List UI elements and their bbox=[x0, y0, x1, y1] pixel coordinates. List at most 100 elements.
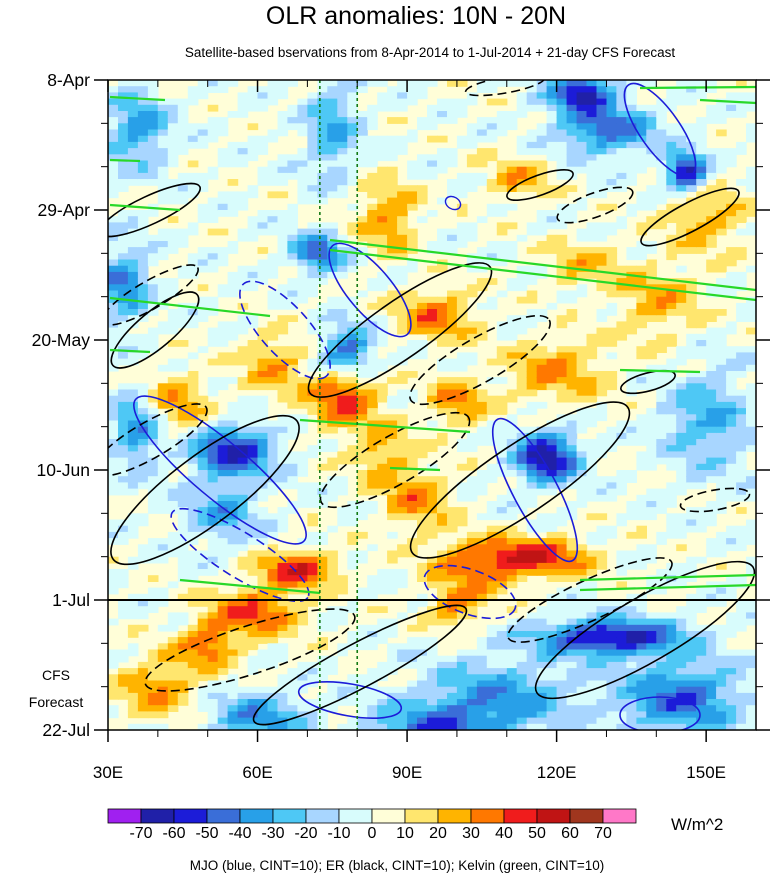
contour-ellipse bbox=[409, 401, 631, 559]
field-cell bbox=[177, 482, 189, 490]
field-cell bbox=[217, 655, 229, 663]
field-cell bbox=[347, 148, 358, 155]
field-cell bbox=[636, 309, 647, 316]
field-cell bbox=[716, 259, 727, 267]
field-cell bbox=[566, 631, 578, 638]
field-cell bbox=[417, 668, 428, 675]
field-cell bbox=[706, 166, 717, 174]
field-cell bbox=[666, 154, 677, 162]
field-cell bbox=[566, 358, 578, 366]
field-cell bbox=[257, 494, 269, 502]
field-cell bbox=[586, 674, 598, 682]
field-cell bbox=[297, 166, 308, 174]
field-cell bbox=[277, 160, 289, 168]
field-cell bbox=[656, 148, 667, 155]
field-cell bbox=[526, 321, 538, 329]
field-cell bbox=[536, 569, 548, 576]
field-cell bbox=[307, 228, 318, 236]
field-cell bbox=[606, 352, 618, 360]
field-cell bbox=[237, 265, 249, 273]
field-cell bbox=[706, 154, 717, 162]
field-cell bbox=[486, 581, 498, 589]
field-cell bbox=[137, 389, 149, 397]
field-cell bbox=[118, 668, 129, 675]
field-cell bbox=[108, 358, 119, 366]
field-cell bbox=[596, 631, 608, 638]
colorbar-swatch bbox=[602, 808, 637, 824]
field-cell bbox=[157, 135, 169, 143]
field-cell bbox=[407, 624, 418, 632]
field-cell bbox=[516, 371, 528, 378]
field-cell bbox=[327, 80, 338, 87]
field-cell bbox=[646, 216, 657, 223]
field-cell bbox=[307, 668, 318, 675]
field-cell bbox=[137, 284, 149, 292]
field-cell bbox=[197, 637, 209, 644]
field-cell bbox=[277, 686, 289, 694]
field-cell bbox=[496, 358, 508, 366]
field-cell bbox=[476, 562, 488, 570]
field-cell bbox=[626, 290, 637, 298]
field-cell bbox=[496, 259, 508, 267]
field-cell bbox=[397, 711, 408, 719]
field-cell bbox=[137, 222, 149, 230]
field-cell bbox=[327, 172, 338, 180]
field-cell bbox=[307, 191, 318, 199]
field-cell bbox=[237, 420, 249, 428]
field-cell bbox=[726, 346, 737, 353]
field-cell bbox=[307, 377, 318, 384]
field-cell bbox=[646, 637, 657, 644]
field-cell bbox=[437, 389, 448, 397]
field-cell bbox=[157, 501, 169, 508]
field-cell bbox=[157, 296, 169, 304]
field-cell bbox=[626, 655, 637, 663]
field-cell bbox=[327, 129, 338, 137]
field-cell bbox=[526, 358, 538, 366]
field-cell bbox=[207, 680, 219, 688]
field-cell bbox=[397, 432, 408, 440]
field-cell bbox=[118, 290, 129, 298]
field-cell bbox=[746, 172, 756, 180]
field-cell bbox=[676, 544, 687, 552]
field-cell bbox=[686, 439, 697, 446]
field-cell bbox=[397, 445, 408, 452]
field-cell bbox=[726, 587, 737, 595]
field-cell bbox=[257, 562, 269, 570]
field-cell bbox=[556, 711, 568, 719]
field-cell bbox=[407, 395, 418, 403]
field-cell bbox=[407, 637, 418, 644]
field-cell bbox=[476, 544, 488, 552]
field-cell bbox=[247, 216, 259, 223]
field-cell bbox=[357, 327, 368, 335]
field-cell bbox=[257, 593, 269, 601]
field-cell bbox=[466, 352, 478, 360]
field-cell bbox=[177, 340, 189, 347]
field-cell bbox=[666, 668, 677, 675]
field-cell bbox=[287, 160, 298, 168]
field-cell bbox=[606, 123, 618, 131]
field-cell bbox=[377, 686, 388, 694]
field-cell bbox=[736, 197, 747, 205]
field-cell bbox=[576, 420, 588, 428]
field-cell bbox=[108, 432, 119, 440]
field-cell bbox=[706, 234, 717, 242]
field-cell bbox=[387, 488, 398, 496]
field-cell bbox=[157, 389, 169, 397]
field-cell bbox=[137, 680, 149, 688]
field-cell bbox=[546, 692, 558, 700]
field-cell bbox=[307, 389, 318, 397]
field-cell bbox=[437, 556, 448, 564]
field-cell bbox=[536, 482, 548, 490]
field-cell bbox=[686, 135, 697, 143]
field-cell bbox=[317, 426, 328, 434]
field-cell bbox=[377, 210, 388, 217]
field-cell bbox=[676, 606, 687, 613]
field-cell bbox=[566, 389, 578, 397]
field-cell bbox=[377, 661, 388, 669]
field-cell bbox=[377, 575, 388, 582]
field-cell bbox=[207, 296, 219, 304]
field-cell bbox=[566, 160, 578, 168]
field-cell bbox=[676, 241, 687, 248]
field-cell bbox=[127, 265, 139, 273]
field-cell bbox=[207, 686, 219, 694]
